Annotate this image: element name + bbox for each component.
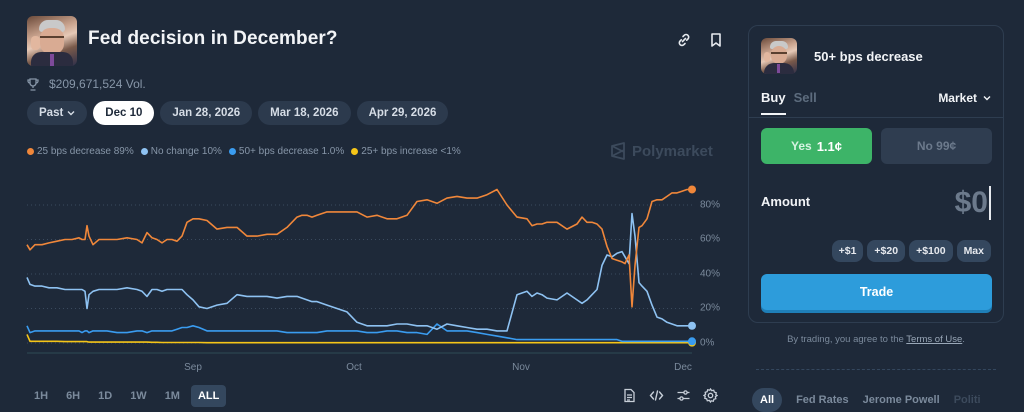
outcome-title: 50+ bps decrease (814, 49, 923, 64)
chart-legend: 25 bps decrease 89% No change 10% 50+ bp… (27, 146, 461, 157)
gear-icon[interactable] (702, 387, 719, 404)
trade-button[interactable]: Trade (761, 274, 992, 310)
volume-text: $209,671,524 Vol. (49, 77, 146, 91)
y-tick-60: 60% (700, 233, 721, 245)
time-range-selector: 1H 6H 1D 1W 1M ALL (27, 385, 227, 407)
series-end-dot (688, 185, 696, 194)
buy-sell-tabs: Buy Sell (761, 90, 817, 115)
series-line (26, 212, 692, 332)
legend-label: 50+ bps decrease 1.0% (238, 146, 345, 157)
yes-button[interactable]: Yes 1.1¢ (761, 128, 872, 164)
terms-prefix: By trading, you agree to the (787, 334, 907, 345)
x-tick-oct: Oct (346, 362, 362, 373)
no-button[interactable]: No 99¢ (881, 128, 992, 164)
y-tick-20: 20% (700, 302, 721, 314)
date-tab-jan-28[interactable]: Jan 28, 2026 (160, 101, 253, 125)
terms-suffix: . (962, 334, 965, 345)
legend-label: 25 bps decrease 89% (37, 146, 134, 157)
watermark-text: Polymarket (632, 142, 713, 160)
trade-panel: 50+ bps decrease Buy Sell Market Yes 1.1… (748, 25, 1004, 323)
amount-input[interactable]: $0 (955, 186, 991, 220)
legend-item: No change 10% (140, 146, 222, 157)
legend-dot (140, 148, 148, 155)
past-label: Past (39, 107, 64, 119)
max-button[interactable]: Max (956, 240, 991, 262)
series-end-dot (688, 321, 696, 330)
divider (756, 369, 996, 370)
x-tick-dec: Dec (674, 362, 692, 373)
link-icon[interactable] (676, 32, 692, 48)
add-1-button[interactable]: +$1 (831, 240, 864, 262)
x-tick-sep: Sep (184, 362, 202, 373)
terms-notice: By trading, you agree to the Terms of Us… (748, 334, 1004, 345)
page-title: Fed decision in December? (88, 28, 338, 49)
legend-label: 25+ bps increase <1% (361, 146, 461, 157)
polymarket-watermark: Polymarket (610, 142, 713, 160)
range-1m[interactable]: 1M (164, 390, 180, 402)
y-tick-40: 40% (700, 268, 721, 280)
yes-price: 1.1¢ (816, 138, 842, 154)
category-all[interactable]: All (752, 388, 783, 412)
past-dropdown[interactable]: Past (27, 101, 88, 125)
volume-info: $209,671,524 Vol. (27, 77, 146, 91)
legend-dot (228, 148, 236, 155)
amount-label: Amount (761, 194, 811, 209)
terms-of-use-link[interactable]: Terms of Use (906, 334, 963, 345)
series-line (26, 334, 692, 344)
date-tab-dec-10[interactable]: Dec 10 (93, 101, 155, 125)
range-6h[interactable]: 6H (66, 390, 81, 402)
order-type-label: Market (938, 91, 977, 105)
price-chart[interactable] (0, 170, 740, 375)
date-tab-apr-29[interactable]: Apr 29, 2026 (356, 101, 449, 125)
legend-item: 50+ bps decrease 1.0% (228, 146, 345, 157)
chevron-down-icon (67, 111, 75, 116)
y-tick-80: 80% (700, 199, 721, 211)
tab-buy[interactable]: Buy (761, 90, 786, 115)
code-icon[interactable] (649, 388, 664, 403)
date-tabs: Past Dec 10 Jan 28, 2026 Mar 18, 2026 Ap… (27, 101, 449, 125)
yes-label: Yes (790, 139, 812, 153)
quick-add-buttons: +$1 +$20 +$100 Max (831, 240, 991, 262)
polymarket-logo-icon (611, 142, 625, 160)
range-all[interactable]: ALL (190, 385, 227, 407)
category-jerome-powell[interactable]: Jerome Powell (862, 394, 940, 406)
sliders-icon[interactable] (676, 388, 691, 403)
range-1d[interactable]: 1D (98, 390, 113, 402)
divider (749, 117, 1003, 118)
order-type-dropdown[interactable]: Market (938, 91, 991, 105)
series-end-dot (688, 337, 696, 346)
add-100-button[interactable]: +$100 (909, 240, 953, 262)
tab-sell[interactable]: Sell (793, 90, 817, 105)
document-icon[interactable] (622, 388, 637, 403)
category-politics[interactable]: Politi (953, 394, 981, 406)
x-tick-nov: Nov (512, 362, 530, 373)
add-20-button[interactable]: +$20 (867, 240, 906, 262)
range-1w[interactable]: 1W (130, 390, 147, 402)
series-line (26, 323, 692, 343)
range-1h[interactable]: 1H (34, 390, 49, 402)
category-tabs: All Fed Rates Jerome Powell Politi (752, 388, 981, 412)
trophy-icon (27, 77, 39, 91)
legend-label: No change 10% (150, 146, 222, 157)
legend-dot (351, 148, 359, 155)
chevron-down-icon (983, 96, 991, 101)
legend-dot (27, 148, 34, 155)
market-avatar (27, 16, 77, 66)
chart-tools (622, 387, 719, 404)
series-line (26, 188, 692, 308)
bookmark-icon[interactable] (708, 32, 724, 48)
legend-item: 25+ bps increase <1% (351, 146, 461, 157)
category-fed-rates[interactable]: Fed Rates (796, 394, 849, 406)
legend-item: 25 bps decrease 89% (27, 146, 134, 157)
outcome-avatar (761, 38, 797, 74)
y-tick-0: 0% (700, 337, 715, 349)
date-tab-mar-18[interactable]: Mar 18, 2026 (258, 101, 351, 125)
